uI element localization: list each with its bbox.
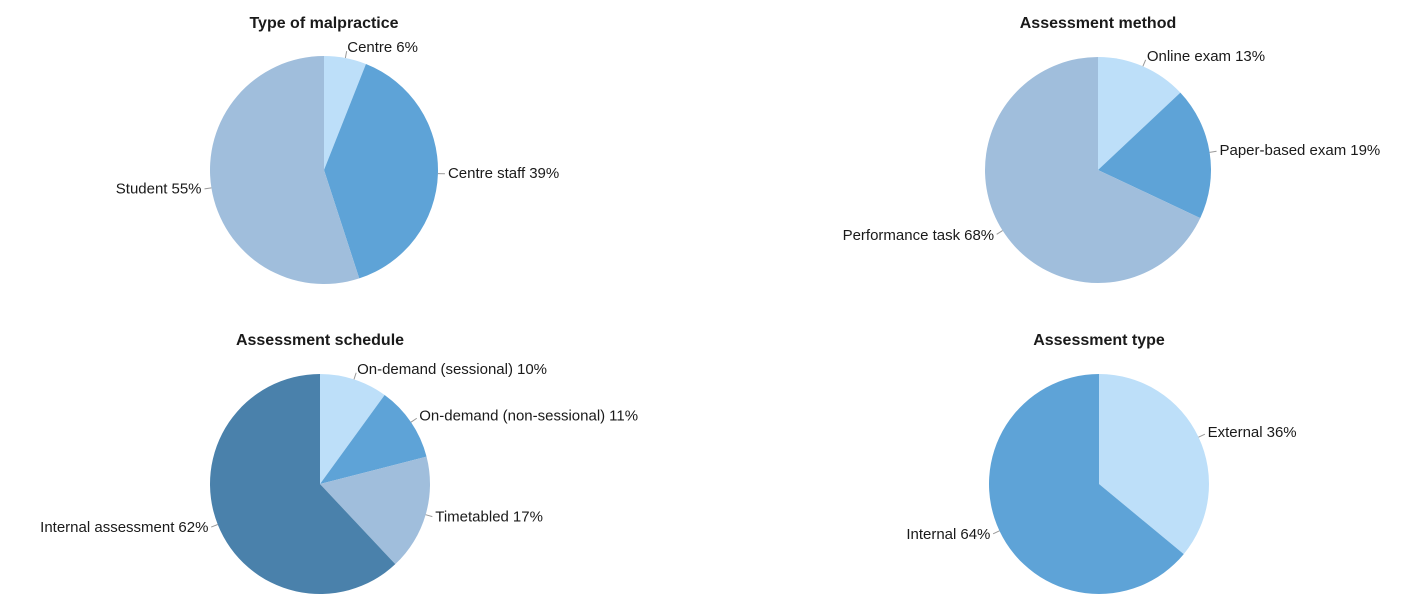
slice-category: Performance task bbox=[843, 227, 961, 244]
slice-category: Online exam bbox=[1147, 48, 1231, 65]
slice-label: Timetabled 17% bbox=[435, 508, 543, 525]
leader-line bbox=[344, 51, 348, 59]
pie-chart: Type of malpractice Centre 6% Centre staff 3… bbox=[116, 15, 559, 284]
slice-category: Paper-based exam bbox=[1219, 142, 1346, 159]
leader-line bbox=[996, 230, 1003, 235]
slice-category: Timetabled bbox=[435, 508, 509, 525]
slice-value: 64% bbox=[960, 526, 990, 543]
slice-value: 19% bbox=[1350, 142, 1380, 159]
slice-value: 10% bbox=[517, 361, 547, 378]
pie-slice bbox=[210, 56, 360, 284]
pie-slice bbox=[985, 57, 1201, 283]
slice-value: 17% bbox=[513, 508, 543, 525]
chart-title: Assessment schedule bbox=[236, 332, 404, 349]
slice-category: On-demand (non-sessional) bbox=[419, 408, 605, 425]
leader-line bbox=[211, 524, 218, 528]
slice-category: External bbox=[1208, 424, 1263, 441]
slice-value: 68% bbox=[964, 227, 994, 244]
pie-slice bbox=[324, 64, 439, 279]
slice-label: Centre staff 39% bbox=[448, 165, 559, 182]
leader-line bbox=[204, 187, 212, 190]
leader-line bbox=[1142, 59, 1147, 67]
slice-label: Online exam 13% bbox=[1147, 48, 1265, 65]
chart-title: Type of malpractice bbox=[249, 15, 398, 32]
pie-slice bbox=[209, 373, 396, 594]
slice-label: Performance task 68% bbox=[843, 227, 995, 244]
leader-line bbox=[410, 417, 418, 423]
slice-value: 11% bbox=[609, 408, 638, 425]
slice-value: 6% bbox=[396, 39, 418, 56]
leader-line bbox=[425, 514, 433, 518]
pie-chart: Assessment method Online exam 13% Paper-bas… bbox=[843, 15, 1380, 283]
slice-value: 62% bbox=[178, 519, 208, 536]
leader-line bbox=[353, 372, 357, 380]
pie-slice bbox=[320, 456, 430, 565]
slice-category: On-demand (sessional) bbox=[357, 361, 513, 378]
pie-chart: Assessment schedule On-demand (sessional)… bbox=[40, 332, 638, 594]
pie-chart: Assessment type External 36% Internal 64% bbox=[906, 332, 1297, 594]
pie-slice bbox=[1098, 57, 1181, 170]
slice-value: 39% bbox=[529, 165, 559, 182]
slice-category: Student bbox=[116, 180, 169, 197]
pie-slice bbox=[989, 374, 1184, 594]
leader-line bbox=[1198, 433, 1206, 438]
slice-label: On-demand (sessional) 10% bbox=[357, 361, 547, 378]
slice-value: 13% bbox=[1235, 48, 1265, 65]
slice-label: Paper-based exam 19% bbox=[1219, 142, 1380, 159]
slice-category: Internal bbox=[906, 526, 956, 543]
slice-label: On-demand (non-sessional) 11% bbox=[419, 408, 638, 425]
slice-category: Centre bbox=[347, 39, 392, 56]
slice-label: Centre 6% bbox=[347, 39, 418, 56]
leader-line bbox=[992, 530, 1000, 535]
chart-title: Assessment method bbox=[1020, 15, 1177, 32]
slice-label: Internal assessment 62% bbox=[40, 519, 208, 536]
slice-label: External 36% bbox=[1208, 424, 1297, 441]
pie-slice bbox=[1098, 92, 1211, 219]
slice-category: Centre staff bbox=[448, 165, 526, 182]
leader-line bbox=[1209, 150, 1217, 153]
slice-label: Student 55% bbox=[116, 180, 202, 197]
slice-value: 55% bbox=[171, 180, 201, 197]
pie-slice bbox=[1099, 374, 1209, 555]
pie-slice bbox=[324, 56, 366, 170]
pie-slice bbox=[320, 395, 427, 484]
slice-category: Internal assessment bbox=[40, 519, 175, 536]
slice-label: Internal 64% bbox=[906, 526, 990, 543]
pie-slice bbox=[320, 373, 385, 484]
slice-value: 36% bbox=[1267, 424, 1297, 441]
chart-title: Assessment type bbox=[1033, 332, 1165, 349]
